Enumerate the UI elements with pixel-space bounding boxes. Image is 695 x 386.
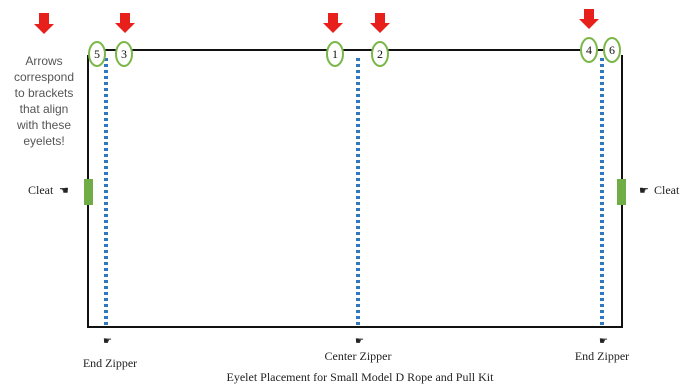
svg-text:3: 3 (121, 47, 127, 61)
cleat-label-left: Cleat (28, 183, 54, 197)
zipper-pointer-icon-left: ☛ (103, 336, 112, 347)
eyelet-6: 6 (603, 37, 621, 63)
zipper-label-right: End Zipper (575, 349, 629, 363)
eyelet-1: 1 (326, 41, 344, 67)
svg-text:Arrows: Arrows (25, 54, 62, 68)
svg-text:that align: that align (20, 102, 69, 116)
svg-text:eyelets!: eyelets! (23, 134, 64, 148)
arrow-down-icon-eyelet-3 (115, 13, 135, 33)
diagram-caption: Eyelet Placement for Small Model D Rope … (227, 370, 495, 384)
frame-outline (87, 55, 623, 328)
arrow-down-icon-legend (34, 13, 54, 34)
svg-text:6: 6 (609, 43, 615, 57)
eyelet-3: 3 (115, 41, 133, 67)
zipper-pointer-icon-right: ☛ (599, 336, 608, 347)
cleat-left (84, 179, 93, 205)
cleat-label-right: Cleat (654, 183, 680, 197)
zipper-label-left: End Zipper (83, 356, 137, 370)
zipper-label-center: Center Zipper (325, 349, 392, 363)
svg-text:to brackets: to brackets (15, 86, 74, 100)
arrow-down-icon-eyelet-1 (323, 13, 343, 33)
eyelet-5: 5 (88, 41, 106, 67)
svg-text:1: 1 (332, 47, 338, 61)
svg-text:4: 4 (586, 43, 592, 57)
cleat-right (617, 179, 626, 205)
svg-text:5: 5 (94, 47, 100, 61)
arrow-down-icon-eyelet-2 (370, 13, 390, 33)
eyelet-4: 4 (580, 37, 598, 63)
eyelet-2: 2 (371, 41, 389, 67)
arrow-note: Arrows correspond to brackets that align… (14, 54, 74, 148)
svg-text:2: 2 (377, 47, 383, 61)
pointing-hand-icon-left: ☚ (59, 185, 69, 197)
arrow-down-icon-eyelet-4 (579, 9, 599, 29)
svg-text:with these: with these (16, 118, 71, 132)
svg-text:correspond: correspond (14, 70, 74, 84)
zipper-pointer-icon-center: ☛ (355, 336, 364, 347)
pointing-hand-icon-right: ☛ (639, 185, 649, 197)
